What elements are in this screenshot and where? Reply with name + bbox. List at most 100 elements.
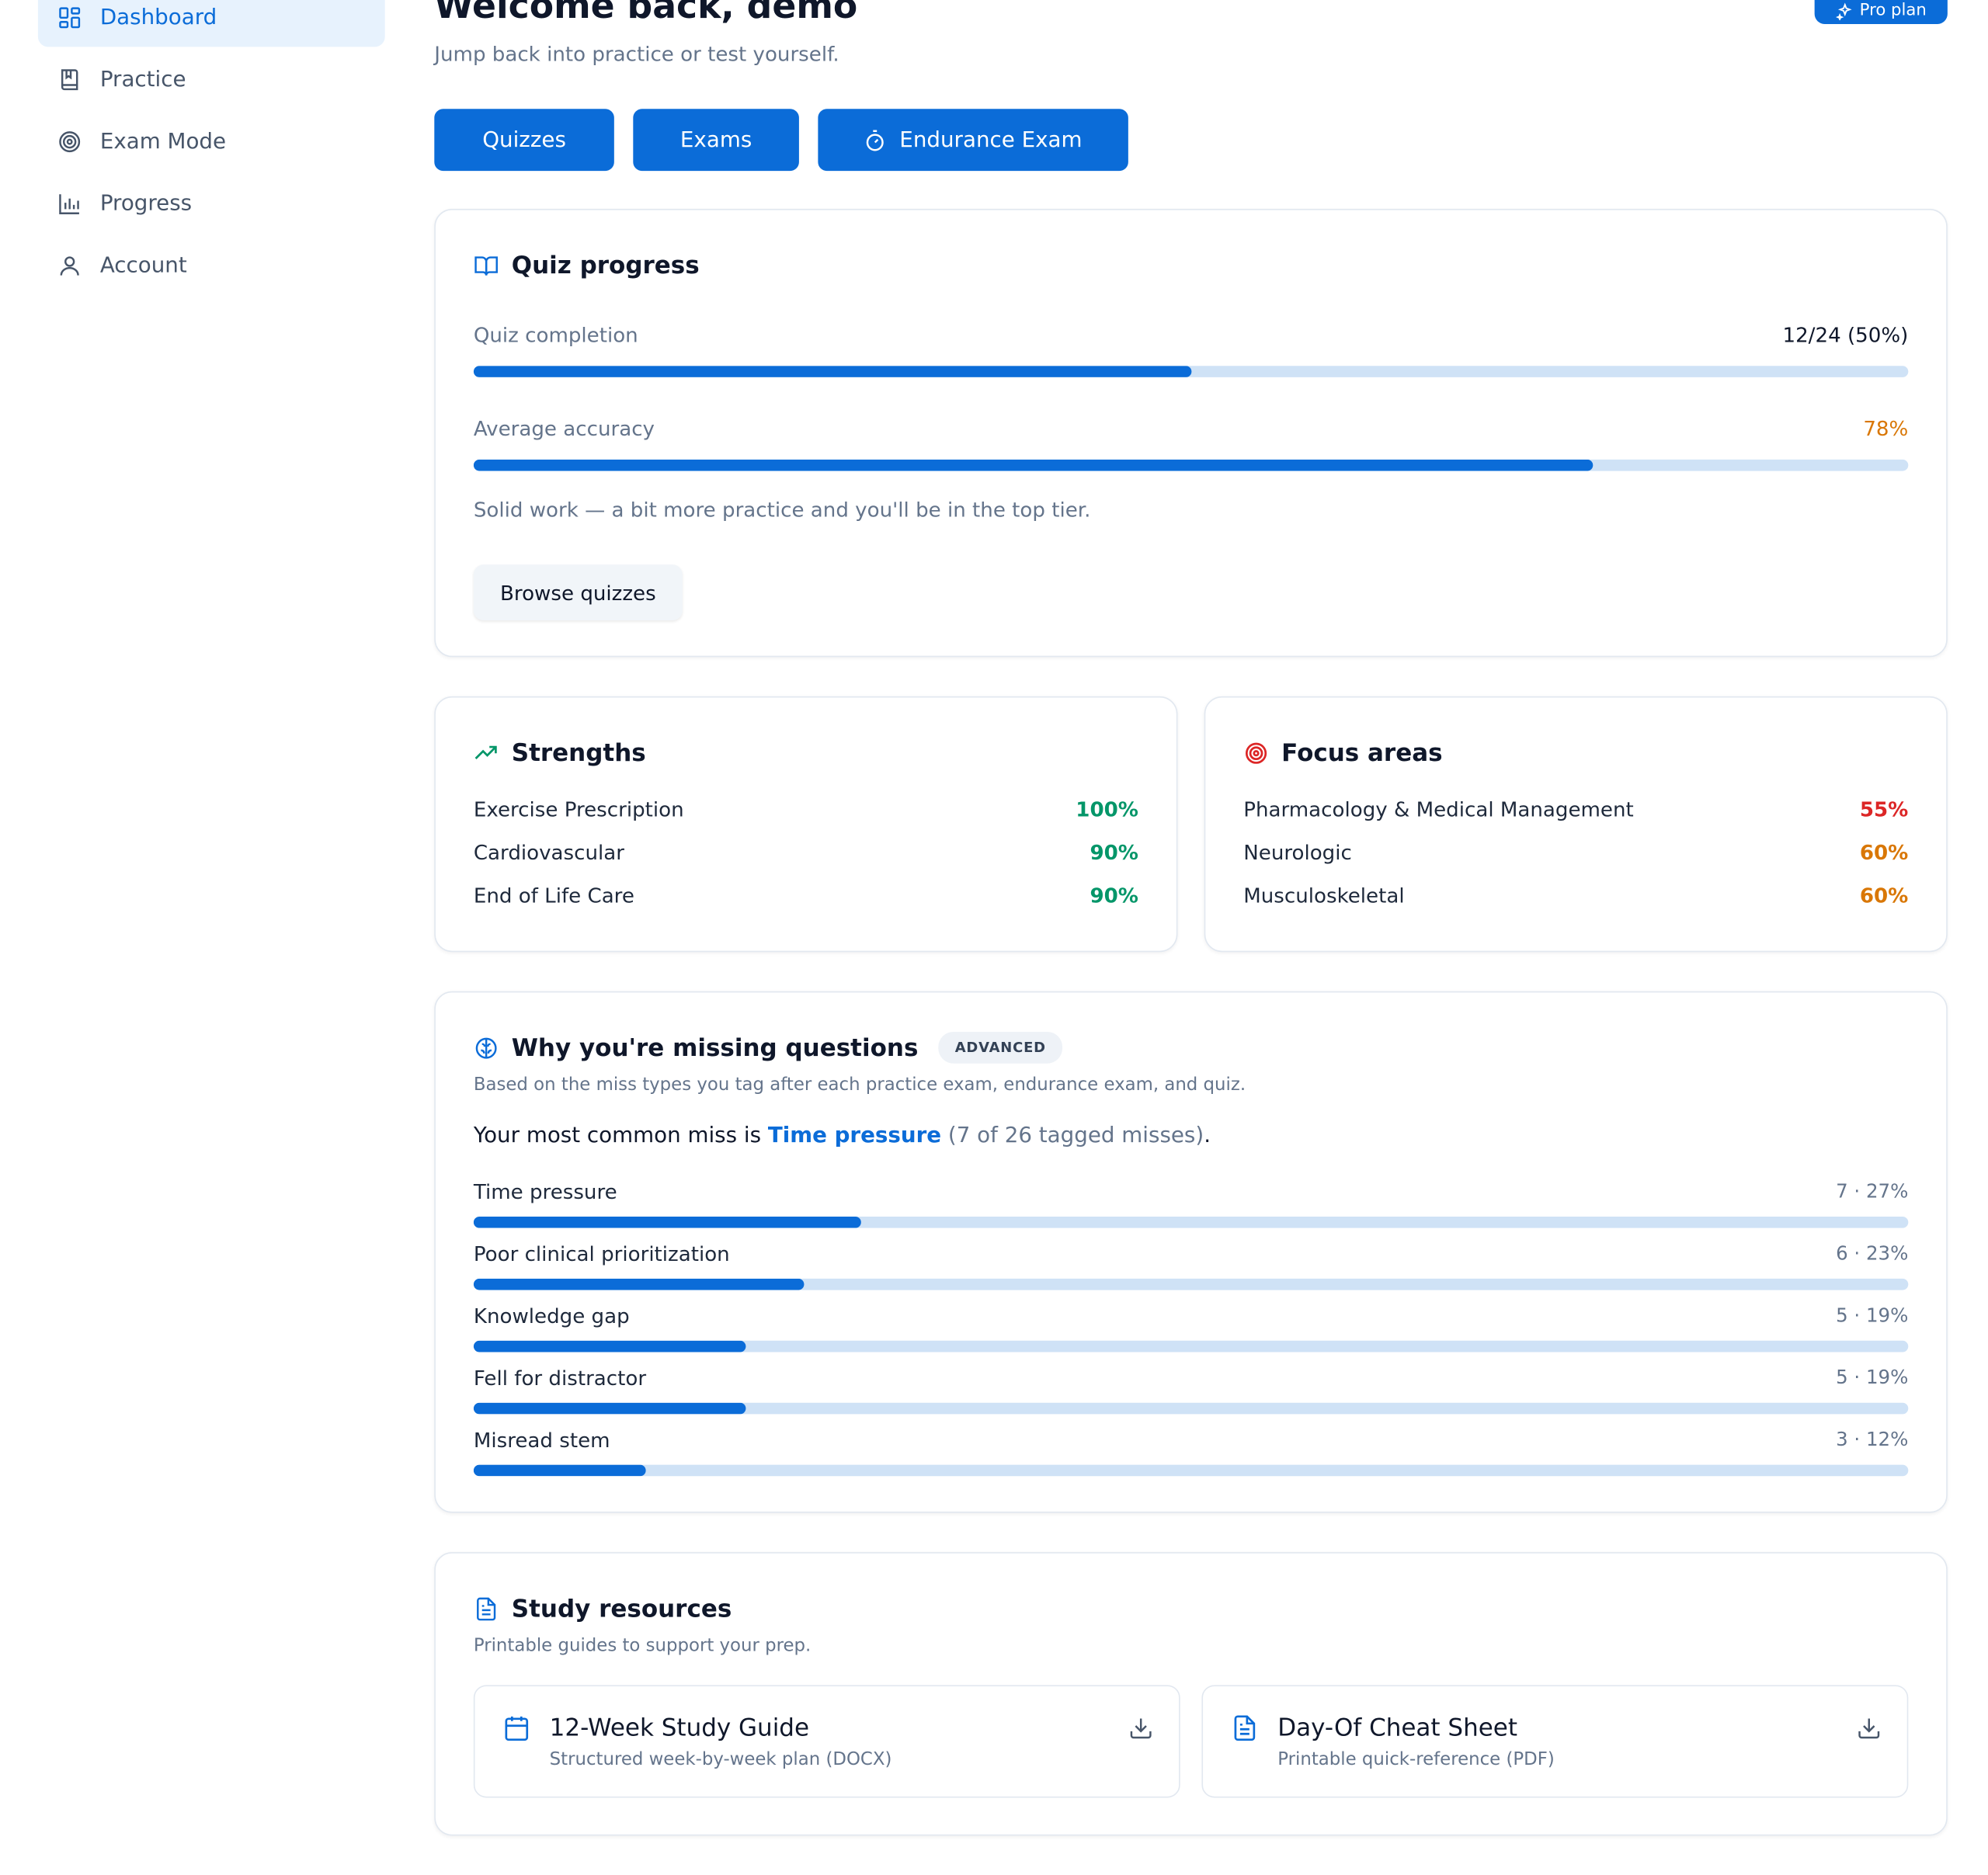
- quiz-completion-value: 12/24 (50%): [1782, 322, 1909, 347]
- focus-value: 60%: [1859, 840, 1909, 865]
- strength-value: 100%: [1076, 797, 1138, 822]
- document-icon: [1234, 1715, 1256, 1741]
- miss-type-row: Poor clinical prioritization 6 · 23%: [473, 1241, 1909, 1293]
- list-item: End of Life Care 90%: [474, 884, 1138, 908]
- missing-summary: Your most common miss is Time pressure (…: [474, 1123, 1211, 1148]
- miss-type-label: Misread stem: [473, 1428, 610, 1453]
- sidebar-item-label: Exam Mode: [99, 128, 227, 155]
- average-accuracy-value: 78%: [1863, 416, 1909, 441]
- focus-areas-card: Focus areas Pharmacology & Medical Manag…: [1204, 696, 1948, 953]
- sidebar-item-exam-mode[interactable]: Exam Mode: [38, 111, 385, 171]
- brain-icon: [474, 1035, 499, 1061]
- miss-type-bar: [473, 1340, 1909, 1352]
- strength-name: Exercise Prescription: [473, 797, 684, 822]
- miss-type-count: 5 · 19%: [1836, 1304, 1909, 1327]
- average-accuracy-bar: [473, 459, 1909, 471]
- miss-type-count: 3 · 12%: [1836, 1428, 1909, 1451]
- strengths-card: Strengths Exercise Prescription 100% Car…: [434, 696, 1178, 953]
- list-item: Cardiovascular 90%: [474, 841, 1138, 865]
- quizzes-button[interactable]: Quizzes: [434, 109, 614, 172]
- strength-name: Cardiovascular: [473, 840, 624, 865]
- strength-name: End of Life Care: [473, 884, 634, 908]
- study-resources-title: Study resources: [511, 1595, 732, 1623]
- miss-type-fill: [473, 1402, 746, 1415]
- resource-subtitle: Structured week-by-week plan (DOCX): [549, 1749, 892, 1770]
- quiz-progress-heading: Quiz progress: [474, 252, 700, 280]
- calendar-icon: [505, 1716, 529, 1741]
- study-resources-heading: Study resources: [474, 1595, 732, 1623]
- missing-questions-subtitle: Based on the miss types you tag after ea…: [473, 1075, 1246, 1095]
- resource-title: Day-Of Cheat Sheet: [1277, 1714, 1517, 1742]
- focus-areas-heading: Focus areas: [1243, 739, 1443, 768]
- resource-card-study-guide[interactable]: 12-Week Study Guide Structured week-by-w…: [473, 1685, 1180, 1798]
- exams-button[interactable]: Exams: [633, 109, 799, 172]
- miss-type-fill: [473, 1464, 646, 1477]
- strengths-title: Strengths: [511, 739, 646, 768]
- miss-type-label: Knowledge gap: [473, 1304, 630, 1328]
- bar-chart-icon: [56, 189, 84, 217]
- page-subtitle: Jump back into practice or test yourself…: [434, 41, 839, 66]
- focus-name: Musculoskeletal: [1243, 884, 1405, 908]
- focus-areas-title: Focus areas: [1281, 739, 1443, 768]
- endurance-exam-label: Endurance Exam: [899, 127, 1083, 153]
- trending-up-icon: [474, 741, 499, 766]
- resource-title: 12-Week Study Guide: [549, 1714, 810, 1742]
- sidebar-item-dashboard[interactable]: Dashboard: [37, 0, 385, 47]
- target-icon: [56, 127, 84, 155]
- summary-highlight: Time pressure: [767, 1123, 942, 1148]
- quiz-progress-card: Quiz progress Quiz completion 12/24 (50%…: [434, 209, 1948, 658]
- endurance-exam-button[interactable]: Endurance Exam: [818, 109, 1128, 172]
- plan-badge-label: Pro plan: [1859, 1, 1927, 21]
- list-item: Exercise Prescription 100%: [474, 797, 1138, 821]
- miss-type-count: 6 · 23%: [1836, 1241, 1909, 1265]
- strengths-heading: Strengths: [474, 739, 646, 767]
- missing-questions-title: Why you're missing questions: [511, 1033, 919, 1062]
- sidebar-item-label: Dashboard: [99, 4, 217, 30]
- resource-card-cheat-sheet[interactable]: Day-Of Cheat Sheet Printable quick-refer…: [1201, 1685, 1909, 1798]
- miss-type-count: 5 · 19%: [1836, 1366, 1909, 1389]
- book-icon: [56, 65, 84, 93]
- focus-value: 55%: [1859, 797, 1909, 822]
- quiz-completion-fill: [473, 366, 1191, 377]
- miss-type-row: Time pressure 7 · 27%: [473, 1179, 1909, 1231]
- sidebar-item-practice[interactable]: Practice: [38, 50, 385, 109]
- miss-type-label: Fell for distractor: [473, 1366, 647, 1391]
- sidebar-item-label: Progress: [99, 190, 193, 217]
- miss-type-fill: [473, 1217, 861, 1228]
- focus-name: Neurologic: [1243, 840, 1352, 865]
- strength-value: 90%: [1090, 884, 1138, 908]
- list-item: Neurologic 60%: [1243, 841, 1908, 865]
- sidebar-item-progress[interactable]: Progress: [38, 173, 385, 233]
- miss-type-bar: [473, 1402, 1909, 1415]
- focus-value: 60%: [1859, 884, 1909, 908]
- miss-type-row: Fell for distractor 5 · 19%: [473, 1366, 1909, 1416]
- progress-message: Solid work — a bit more practice and you…: [473, 497, 1091, 522]
- plan-badge[interactable]: Pro plan: [1814, 0, 1948, 24]
- study-resources-card: Study resources Printable guides to supp…: [434, 1552, 1948, 1836]
- sidebar-item-account[interactable]: Account: [38, 235, 385, 295]
- average-accuracy-label: Average accuracy: [473, 416, 655, 441]
- document-icon: [474, 1596, 499, 1622]
- user-icon: [56, 252, 84, 280]
- download-icon[interactable]: [1856, 1715, 1882, 1741]
- miss-type-bar: [473, 1464, 1909, 1477]
- download-icon[interactable]: [1128, 1715, 1154, 1741]
- sidebar-item-label: Practice: [99, 66, 186, 92]
- list-item: Pharmacology & Medical Management 55%: [1243, 797, 1908, 821]
- miss-type-label: Poor clinical prioritization: [473, 1241, 730, 1266]
- quiz-completion-bar: [473, 366, 1909, 377]
- average-accuracy-fill: [473, 459, 1593, 471]
- browse-quizzes-button[interactable]: Browse quizzes: [473, 564, 683, 620]
- quiz-completion-label: Quiz completion: [473, 322, 638, 347]
- open-book-icon: [474, 253, 499, 279]
- quiz-progress-title: Quiz progress: [511, 252, 700, 280]
- miss-type-fill: [473, 1340, 746, 1352]
- miss-type-count: 7 · 27%: [1836, 1179, 1909, 1203]
- dashboard-icon: [56, 3, 84, 31]
- miss-type-bar: [473, 1278, 1909, 1290]
- sidebar: Dashboard Practice Exam Mode Progress Ac…: [37, 0, 385, 297]
- stopwatch-icon: [867, 129, 885, 151]
- advanced-badge: ADVANCED: [938, 1031, 1063, 1064]
- study-resources-subtitle: Printable guides to support your prep.: [473, 1635, 812, 1656]
- resource-subtitle: Printable quick-reference (PDF): [1277, 1749, 1555, 1770]
